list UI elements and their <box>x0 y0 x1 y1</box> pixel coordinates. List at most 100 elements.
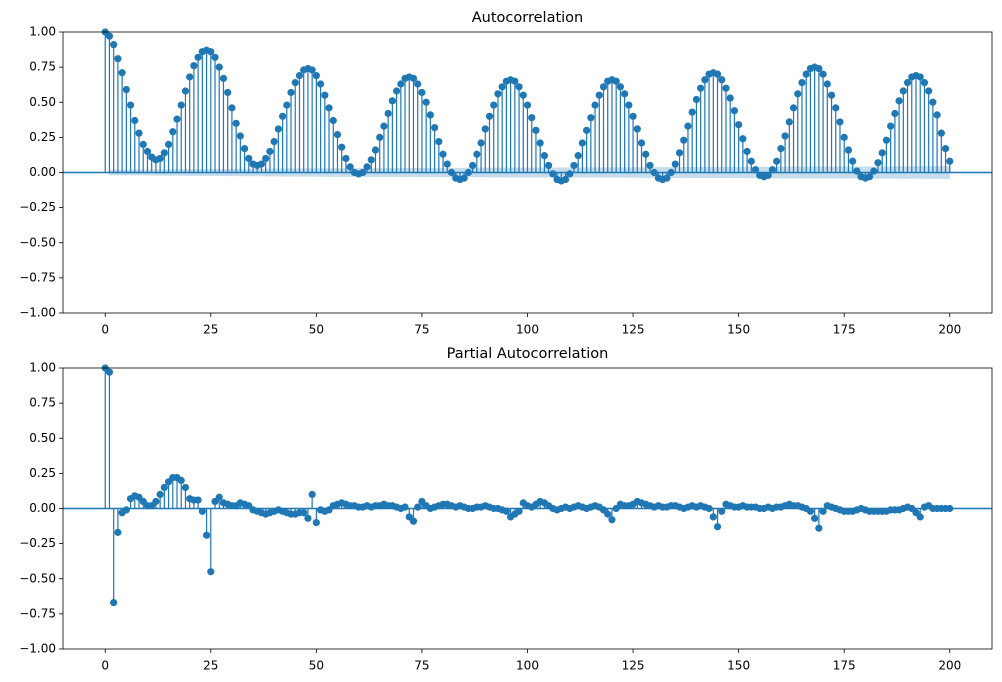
marker <box>878 149 886 157</box>
y-tick-label: 0.50 <box>29 95 56 109</box>
marker <box>604 510 612 518</box>
marker <box>925 87 933 95</box>
axes-title: Autocorrelation <box>472 10 583 26</box>
marker <box>815 64 823 73</box>
marker <box>819 507 827 515</box>
marker <box>422 98 430 106</box>
axes-title: Partial Autocorrelation <box>447 346 609 362</box>
marker <box>240 145 249 153</box>
x-tick-label: 100 <box>516 659 539 673</box>
marker <box>181 87 190 95</box>
marker <box>160 483 168 492</box>
marker <box>131 116 139 125</box>
y-tick-label: 0.00 <box>29 165 56 179</box>
marker <box>325 104 333 112</box>
y-tick-label: 0.50 <box>29 431 56 445</box>
marker <box>713 70 722 78</box>
marker <box>122 86 130 94</box>
marker <box>891 109 899 118</box>
marker <box>743 147 751 156</box>
marker <box>135 129 143 137</box>
marker <box>316 80 325 88</box>
marker <box>485 112 494 120</box>
marker <box>464 168 472 177</box>
marker <box>511 77 519 85</box>
marker <box>342 154 350 163</box>
marker <box>207 568 215 576</box>
marker <box>333 130 342 139</box>
marker <box>177 101 185 109</box>
marker <box>477 139 485 147</box>
marker <box>895 97 903 105</box>
marker <box>844 146 853 154</box>
marker <box>688 108 696 116</box>
marker <box>409 517 418 525</box>
marker <box>827 91 836 99</box>
y-tick-label: −1.00 <box>19 306 56 320</box>
marker <box>114 55 122 63</box>
marker <box>270 137 278 146</box>
marker <box>173 115 181 123</box>
marker <box>722 84 730 92</box>
marker <box>139 140 147 148</box>
marker <box>794 90 802 98</box>
x-tick-label: 50 <box>309 659 324 673</box>
marker <box>418 88 426 97</box>
marker <box>768 166 777 174</box>
axes: Autocorrelation 0 25 50 75 100 125 150 175 200 −1.… <box>19 10 993 337</box>
marker <box>105 32 114 40</box>
x-tick-label: 25 <box>203 659 218 673</box>
marker <box>371 146 380 154</box>
marker <box>376 133 384 141</box>
marker <box>545 161 553 170</box>
y-tick-label: 0.25 <box>29 466 56 480</box>
marker <box>392 87 401 95</box>
marker <box>380 122 388 130</box>
marker <box>667 168 675 177</box>
marker <box>384 109 392 118</box>
marker <box>730 107 739 115</box>
marker <box>697 84 705 92</box>
marker <box>798 78 806 87</box>
marker <box>773 157 781 165</box>
marker <box>802 70 810 78</box>
marker <box>118 69 126 77</box>
marker <box>629 112 637 120</box>
y-tick-label: −0.25 <box>19 200 56 214</box>
marker <box>447 168 456 177</box>
marker <box>295 71 304 80</box>
marker <box>169 128 177 136</box>
marker <box>207 48 215 56</box>
marker <box>164 140 173 148</box>
marker <box>469 161 477 170</box>
marker <box>536 139 544 147</box>
y-tick-label: 0.75 <box>29 396 56 410</box>
marker <box>671 160 679 168</box>
y-tick-label: −0.50 <box>19 571 56 585</box>
marker <box>321 91 329 99</box>
marker <box>916 513 924 521</box>
marker <box>823 80 831 88</box>
marker <box>202 531 211 539</box>
marker <box>819 70 827 78</box>
x-tick-label: 200 <box>938 659 961 673</box>
marker <box>650 168 658 177</box>
marker <box>287 88 295 97</box>
y-tick-label: 0.00 <box>29 501 56 515</box>
marker <box>224 88 232 97</box>
marker <box>435 137 443 146</box>
marker <box>228 104 236 112</box>
marker <box>211 53 219 61</box>
marker <box>903 78 912 87</box>
y-tick-label: −0.25 <box>19 536 56 550</box>
marker <box>561 175 570 184</box>
marker <box>933 111 941 119</box>
marker <box>122 506 130 514</box>
marker <box>840 133 848 141</box>
marker <box>367 156 375 164</box>
marker <box>764 171 772 179</box>
marker <box>198 507 206 515</box>
marker <box>194 53 202 61</box>
marker <box>219 74 228 82</box>
marker <box>338 143 346 151</box>
